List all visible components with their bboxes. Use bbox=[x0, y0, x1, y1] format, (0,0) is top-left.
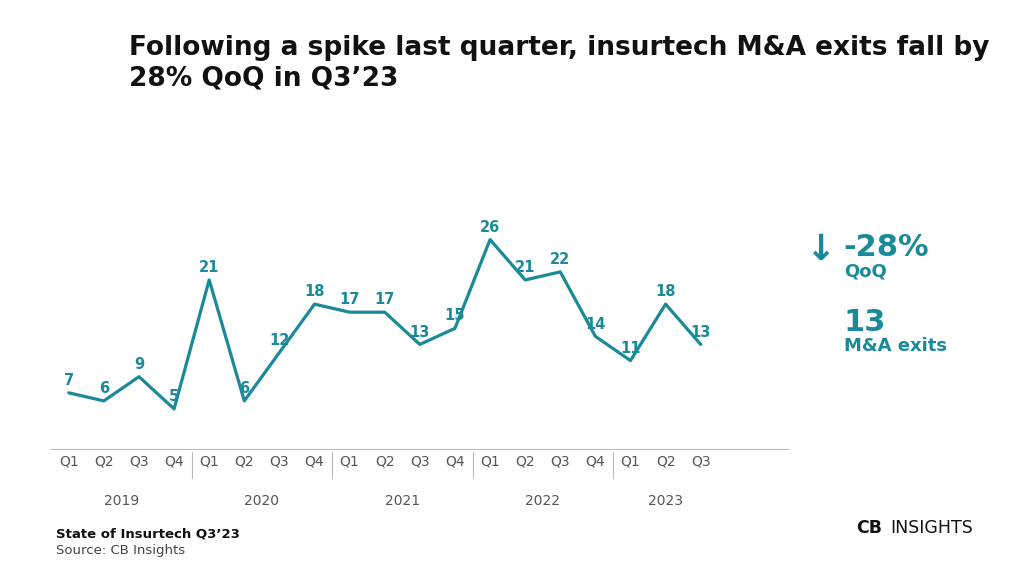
Text: CB: CB bbox=[856, 520, 882, 537]
Text: 26: 26 bbox=[480, 220, 500, 235]
Text: INSIGHTS: INSIGHTS bbox=[890, 520, 973, 537]
FancyBboxPatch shape bbox=[833, 514, 845, 529]
Text: 6: 6 bbox=[98, 381, 109, 396]
Text: 7: 7 bbox=[63, 373, 74, 388]
Text: 6: 6 bbox=[240, 381, 250, 396]
Text: 11: 11 bbox=[621, 341, 641, 356]
Text: 14: 14 bbox=[585, 317, 605, 332]
Text: 2023: 2023 bbox=[648, 494, 683, 507]
Text: Following a spike last quarter, insurtech M&A exits fall by
28% QoQ in Q3’23: Following a spike last quarter, insurtec… bbox=[129, 35, 989, 92]
Text: ↓: ↓ bbox=[805, 233, 836, 267]
Text: 13: 13 bbox=[410, 325, 430, 340]
Text: 2019: 2019 bbox=[103, 494, 139, 507]
FancyBboxPatch shape bbox=[833, 529, 845, 544]
Text: 17: 17 bbox=[339, 293, 359, 308]
Text: 17: 17 bbox=[375, 293, 395, 308]
Text: 18: 18 bbox=[304, 285, 325, 300]
Text: 13: 13 bbox=[844, 308, 886, 337]
FancyBboxPatch shape bbox=[61, 75, 85, 109]
Text: 9: 9 bbox=[134, 357, 144, 372]
Text: 18: 18 bbox=[655, 285, 676, 300]
Text: 2021: 2021 bbox=[385, 494, 420, 507]
Text: M&A exits: M&A exits bbox=[844, 337, 947, 355]
Text: 21: 21 bbox=[199, 260, 219, 275]
Text: 2022: 2022 bbox=[525, 494, 560, 507]
Text: State of Insurtech Q3’23: State of Insurtech Q3’23 bbox=[56, 527, 241, 540]
FancyBboxPatch shape bbox=[821, 529, 834, 544]
FancyBboxPatch shape bbox=[85, 43, 110, 77]
Text: QoQ: QoQ bbox=[844, 262, 887, 280]
Text: 2020: 2020 bbox=[245, 494, 280, 507]
FancyBboxPatch shape bbox=[85, 75, 110, 109]
Text: Source: CB Insights: Source: CB Insights bbox=[56, 544, 185, 558]
Text: 15: 15 bbox=[444, 309, 465, 324]
Text: 21: 21 bbox=[515, 260, 536, 275]
Text: 22: 22 bbox=[550, 252, 570, 267]
FancyBboxPatch shape bbox=[821, 514, 834, 529]
FancyBboxPatch shape bbox=[61, 43, 85, 77]
Text: 12: 12 bbox=[269, 333, 290, 348]
Text: -28%: -28% bbox=[844, 233, 930, 262]
Text: 13: 13 bbox=[690, 325, 711, 340]
Text: 5: 5 bbox=[169, 389, 179, 404]
